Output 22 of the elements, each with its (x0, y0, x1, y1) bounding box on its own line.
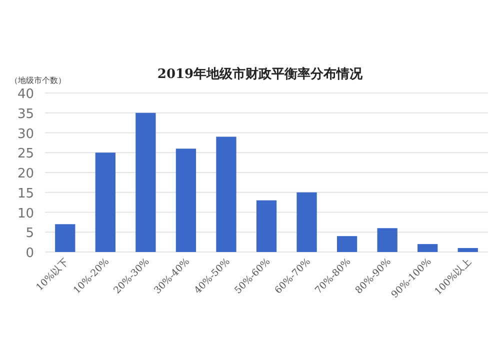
bar (418, 244, 438, 252)
bar (336, 236, 358, 252)
y-tick-label: 25 (17, 146, 34, 162)
bar (55, 224, 76, 252)
bar (256, 200, 277, 252)
bar (216, 136, 236, 252)
y-tick-label: 35 (17, 106, 34, 122)
bar (136, 112, 156, 252)
y-tick-label: 5 (26, 226, 34, 242)
chart-title: 2019年地级市财政平衡率分布情况 (157, 66, 364, 82)
y-tick-label: 20 (17, 166, 34, 182)
y-tick-label: 40 (17, 87, 34, 102)
y-tick-label: 30 (17, 126, 34, 142)
bar (458, 248, 478, 252)
y-tick-label: 10 (17, 206, 34, 222)
bar (296, 192, 317, 252)
bar (95, 152, 116, 252)
y-tick-label: 0 (26, 246, 34, 261)
y-tick-label: 15 (17, 186, 34, 202)
y-axis-title: （地级市个数） (10, 76, 66, 85)
bar (176, 148, 196, 252)
bar (377, 228, 398, 252)
